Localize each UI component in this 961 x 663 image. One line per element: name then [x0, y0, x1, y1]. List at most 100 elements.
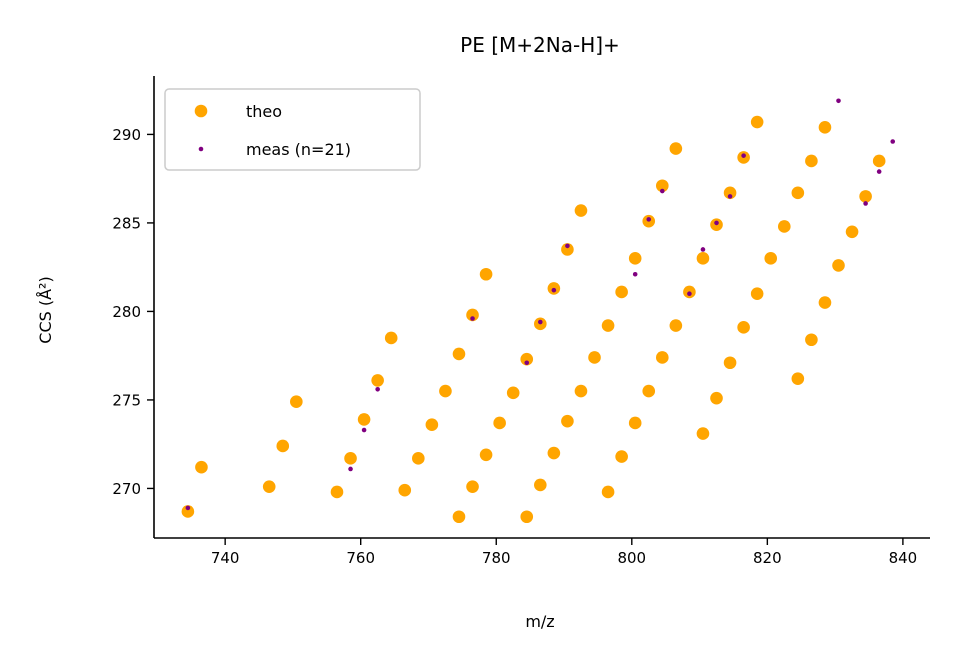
x-tick-label: 740 [211, 549, 240, 567]
theo-point [290, 395, 303, 409]
y-tick-label: 280 [112, 303, 141, 321]
theo-point [818, 296, 832, 309]
theo-point [723, 356, 737, 370]
y-tick-label: 290 [112, 126, 141, 144]
x-tick-label: 760 [346, 549, 375, 567]
theo-point [845, 225, 859, 239]
meas-point [714, 220, 719, 226]
theo-point [425, 418, 439, 432]
theo-point [872, 154, 886, 168]
y-tick-label: 275 [112, 391, 141, 409]
meas-point [890, 139, 896, 144]
theo-point [601, 319, 615, 332]
legend: theo meas (n=21) [164, 88, 421, 171]
x-tick-label: 820 [753, 549, 782, 567]
chart-title: PE [M+2Na-H]+ [460, 33, 620, 57]
theo-point [344, 452, 357, 465]
meas-point [470, 316, 475, 321]
theo-point [791, 186, 805, 200]
theo-point [777, 220, 791, 233]
theo-point [859, 190, 872, 203]
theo-point [588, 351, 601, 364]
legend-box [164, 88, 421, 171]
theo-point [574, 384, 588, 398]
x-axis-label: m/z [525, 612, 554, 631]
theo-point [737, 321, 750, 334]
theo-point [696, 427, 710, 440]
theo-point [466, 308, 479, 322]
meas-point [361, 427, 367, 433]
meas-point [659, 188, 665, 194]
meas-point [375, 387, 380, 392]
theo-point [466, 480, 479, 493]
theo-point [642, 384, 656, 398]
theo-point [398, 483, 412, 497]
meas-point [727, 194, 733, 199]
theo-point [764, 252, 778, 265]
theo-point [357, 413, 371, 426]
meas-point [348, 466, 353, 472]
legend-marker-theo [194, 104, 208, 118]
meas-point [863, 201, 868, 206]
meas-point [185, 505, 191, 511]
meas-point [876, 169, 882, 174]
theo-point [805, 154, 818, 168]
theo-point [669, 319, 683, 332]
theo-point [615, 285, 628, 299]
theo-point [479, 448, 493, 462]
meas-point [551, 287, 557, 293]
theo-point [452, 347, 466, 361]
legend-marker-meas [198, 146, 204, 152]
theo-point [615, 450, 628, 463]
theo-point [710, 391, 723, 405]
meas-point [700, 247, 706, 252]
theo-point [520, 352, 534, 366]
meas-point [687, 291, 692, 297]
theo-point [750, 115, 764, 129]
theo-point [371, 374, 384, 387]
theo-point [601, 485, 615, 499]
legend-label-theo: theo [246, 102, 282, 121]
meas-point [538, 319, 543, 325]
theo-point [723, 186, 737, 200]
y-tick-label: 270 [112, 480, 141, 498]
theo-point [561, 243, 574, 256]
y-axis-label: CCS (Å²) [36, 276, 55, 343]
plot-area [181, 98, 896, 524]
theo-point [479, 267, 493, 281]
meas-point [741, 153, 746, 158]
theo-point [805, 333, 818, 347]
x-tick-label: 840 [889, 549, 918, 567]
theo-point [832, 259, 845, 272]
theo-point [574, 204, 588, 217]
y-axis-ticks: 270 275 280 285 290 [112, 126, 154, 498]
theo-point [195, 460, 208, 474]
x-axis-ticks: 740 760 780 800 820 840 [211, 538, 917, 567]
theo-point [276, 439, 290, 453]
theo-point [412, 452, 425, 465]
theo-point [791, 372, 805, 385]
theo-point [818, 121, 832, 134]
theo-point [547, 446, 561, 460]
theo-point [506, 386, 520, 400]
theo-point [330, 485, 344, 499]
x-tick-label: 800 [617, 549, 646, 567]
theo-point [534, 478, 547, 492]
theo-point [669, 142, 683, 155]
theo-point [439, 384, 452, 398]
theo-point [628, 252, 642, 265]
theo-point [181, 505, 195, 518]
theo-point [655, 351, 669, 364]
theo-point [262, 480, 276, 493]
meas-point [836, 98, 841, 104]
meas-point [524, 360, 530, 366]
meas-point [565, 243, 570, 249]
y-tick-label: 285 [112, 214, 141, 232]
legend-label-meas: meas (n=21) [246, 140, 351, 159]
meas-point [632, 271, 638, 277]
theo-point [452, 510, 466, 524]
x-tick-label: 780 [482, 549, 511, 567]
theo-point [493, 416, 506, 430]
meas-point [646, 217, 652, 222]
